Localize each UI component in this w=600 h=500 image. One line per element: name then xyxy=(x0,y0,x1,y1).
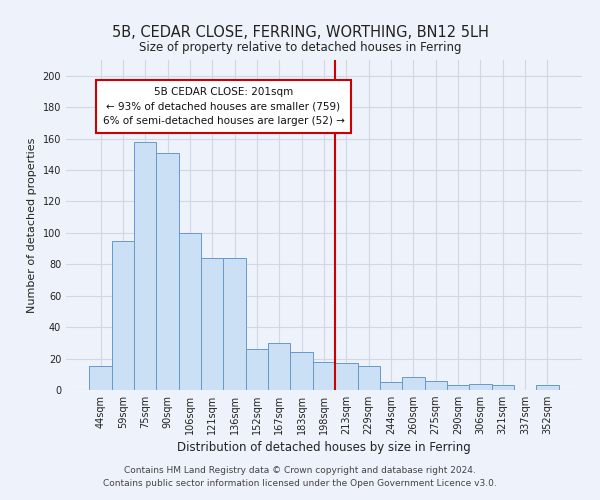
Bar xyxy=(201,258,223,390)
Bar xyxy=(536,386,559,390)
Y-axis label: Number of detached properties: Number of detached properties xyxy=(27,138,37,312)
Bar xyxy=(268,343,290,390)
Bar xyxy=(134,142,157,390)
X-axis label: Distribution of detached houses by size in Ferring: Distribution of detached houses by size … xyxy=(177,442,471,454)
Text: Size of property relative to detached houses in Ferring: Size of property relative to detached ho… xyxy=(139,41,461,54)
Bar xyxy=(469,384,491,390)
Bar xyxy=(380,382,402,390)
Bar xyxy=(313,362,335,390)
Bar xyxy=(335,364,358,390)
Bar xyxy=(425,380,447,390)
Text: 5B, CEDAR CLOSE, FERRING, WORTHING, BN12 5LH: 5B, CEDAR CLOSE, FERRING, WORTHING, BN12… xyxy=(112,25,488,40)
Bar xyxy=(491,386,514,390)
Bar xyxy=(223,258,246,390)
Bar xyxy=(358,366,380,390)
Bar xyxy=(157,152,179,390)
Text: Contains HM Land Registry data © Crown copyright and database right 2024.
Contai: Contains HM Land Registry data © Crown c… xyxy=(103,466,497,487)
Text: 5B CEDAR CLOSE: 201sqm
← 93% of detached houses are smaller (759)
6% of semi-det: 5B CEDAR CLOSE: 201sqm ← 93% of detached… xyxy=(103,86,344,126)
Bar xyxy=(246,349,268,390)
Bar xyxy=(179,233,201,390)
Bar xyxy=(402,378,425,390)
Bar xyxy=(290,352,313,390)
Bar xyxy=(447,386,469,390)
Bar xyxy=(89,366,112,390)
Bar xyxy=(112,240,134,390)
